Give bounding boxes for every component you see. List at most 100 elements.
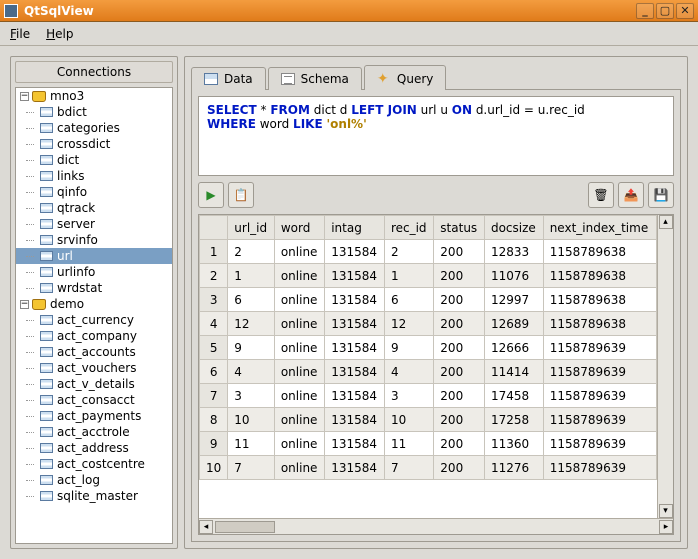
cell[interactable]: 131584	[325, 432, 385, 456]
cell[interactable]: 7	[228, 456, 275, 480]
cell[interactable]: online	[274, 336, 324, 360]
table-act_costcentre[interactable]: act_costcentre	[16, 456, 172, 472]
cell[interactable]: 12	[384, 312, 433, 336]
cell[interactable]: 3	[384, 384, 433, 408]
row-header[interactable]: 7	[200, 384, 228, 408]
cell[interactable]: 10	[384, 408, 433, 432]
cell[interactable]: 131584	[325, 456, 385, 480]
close-button[interactable]: ✕	[676, 3, 694, 19]
cell[interactable]: 3	[228, 384, 275, 408]
col-intag[interactable]: intag	[325, 216, 385, 240]
menu-file[interactable]: File	[10, 27, 30, 41]
table-bdict[interactable]: bdict	[16, 104, 172, 120]
cell[interactable]: 11276	[484, 456, 543, 480]
db-mno3[interactable]: −mno3	[16, 88, 172, 104]
row-header[interactable]: 4	[200, 312, 228, 336]
cell[interactable]: 1158789639	[543, 456, 656, 480]
row-header[interactable]: 1	[200, 240, 228, 264]
connections-tree[interactable]: −mno3bdictcategoriescrossdictdictlinksqi…	[15, 87, 173, 544]
col-docsize[interactable]: docsize	[484, 216, 543, 240]
cell[interactable]: 131584	[325, 288, 385, 312]
cell[interactable]: online	[274, 408, 324, 432]
table-act_v_details[interactable]: act_v_details	[16, 376, 172, 392]
cell[interactable]: 6	[228, 288, 275, 312]
cell[interactable]: 131584	[325, 336, 385, 360]
cell[interactable]: 2	[228, 240, 275, 264]
cell[interactable]: 200	[434, 312, 485, 336]
row-header[interactable]: 8	[200, 408, 228, 432]
horizontal-scrollbar[interactable]: ◂ ▸	[199, 518, 673, 534]
cell[interactable]: online	[274, 312, 324, 336]
cell[interactable]: online	[274, 240, 324, 264]
cell[interactable]: 200	[434, 240, 485, 264]
col-word[interactable]: word	[274, 216, 324, 240]
cell[interactable]: 1158789639	[543, 432, 656, 456]
cell[interactable]: 200	[434, 288, 485, 312]
scroll-down-icon[interactable]: ▾	[659, 504, 673, 518]
cell[interactable]: 200	[434, 384, 485, 408]
cell[interactable]: online	[274, 360, 324, 384]
cell[interactable]: 1	[228, 264, 275, 288]
scroll-up-icon[interactable]: ▴	[659, 215, 673, 229]
row-header[interactable]: 2	[200, 264, 228, 288]
menu-help[interactable]: Help	[46, 27, 73, 41]
export-button[interactable]: 📤	[618, 182, 644, 208]
cell[interactable]: online	[274, 432, 324, 456]
maximize-button[interactable]: ▢	[656, 3, 674, 19]
table-server[interactable]: server	[16, 216, 172, 232]
cell[interactable]: 1158789638	[543, 264, 656, 288]
cell[interactable]: 131584	[325, 360, 385, 384]
scroll-thumb[interactable]	[215, 521, 275, 533]
run-button[interactable]: ▶	[198, 182, 224, 208]
table-dict[interactable]: dict	[16, 152, 172, 168]
cell[interactable]: 131584	[325, 264, 385, 288]
db-demo[interactable]: −demo	[16, 296, 172, 312]
cell[interactable]: 12689	[484, 312, 543, 336]
results-table[interactable]: url_idwordintagrec_idstatusdocsizenext_i…	[199, 215, 657, 480]
cell[interactable]: 11	[384, 432, 433, 456]
table-act_vouchers[interactable]: act_vouchers	[16, 360, 172, 376]
cell[interactable]: 17458	[484, 384, 543, 408]
save-button[interactable]: 💾	[648, 182, 674, 208]
cell[interactable]: 17258	[484, 408, 543, 432]
cell[interactable]: 12833	[484, 240, 543, 264]
delete-button[interactable]: 🗑	[588, 182, 614, 208]
table-act_consacct[interactable]: act_consacct	[16, 392, 172, 408]
table-url[interactable]: url	[16, 248, 172, 264]
cell[interactable]: 1158789638	[543, 240, 656, 264]
table-act_currency[interactable]: act_currency	[16, 312, 172, 328]
col-url_id[interactable]: url_id	[228, 216, 275, 240]
cell[interactable]: 200	[434, 336, 485, 360]
cell[interactable]: 7	[384, 456, 433, 480]
scroll-left-icon[interactable]: ◂	[199, 520, 213, 534]
table-qtrack[interactable]: qtrack	[16, 200, 172, 216]
cell[interactable]: 4	[384, 360, 433, 384]
cell[interactable]: 200	[434, 360, 485, 384]
table-links[interactable]: links	[16, 168, 172, 184]
table-qinfo[interactable]: qinfo	[16, 184, 172, 200]
tab-query[interactable]: ✦Query	[364, 65, 446, 90]
tab-data[interactable]: Data	[191, 67, 266, 90]
cell[interactable]: 131584	[325, 408, 385, 432]
cell[interactable]: 6	[384, 288, 433, 312]
cell[interactable]: 1158789639	[543, 384, 656, 408]
table-act_acctrole[interactable]: act_acctrole	[16, 424, 172, 440]
table-act_company[interactable]: act_company	[16, 328, 172, 344]
col-status[interactable]: status	[434, 216, 485, 240]
cell[interactable]: 2	[384, 240, 433, 264]
cell[interactable]: 11360	[484, 432, 543, 456]
table-act_log[interactable]: act_log	[16, 472, 172, 488]
cell[interactable]: 200	[434, 264, 485, 288]
tab-schema[interactable]: Schema	[268, 67, 362, 90]
cell[interactable]: 1158789639	[543, 336, 656, 360]
table-act_accounts[interactable]: act_accounts	[16, 344, 172, 360]
row-header[interactable]: 5	[200, 336, 228, 360]
table-act_address[interactable]: act_address	[16, 440, 172, 456]
cell[interactable]: 131584	[325, 384, 385, 408]
row-header[interactable]: 6	[200, 360, 228, 384]
cell[interactable]: 1158789639	[543, 408, 656, 432]
cell[interactable]: 10	[228, 408, 275, 432]
cell[interactable]: 200	[434, 432, 485, 456]
cell[interactable]: 200	[434, 408, 485, 432]
scroll-right-icon[interactable]: ▸	[659, 520, 673, 534]
